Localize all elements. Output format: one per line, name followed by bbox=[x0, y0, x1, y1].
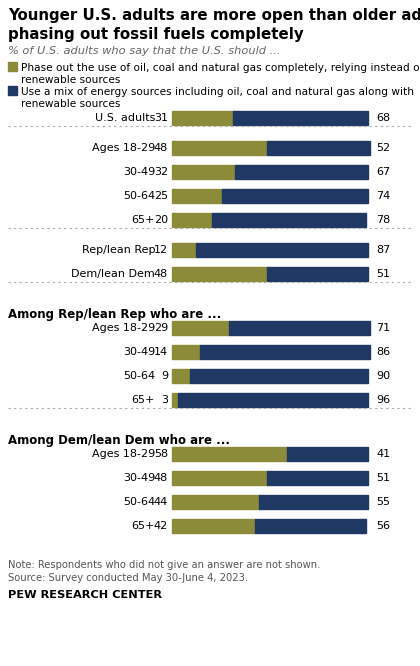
Bar bbox=[172, 189, 221, 203]
Text: Phase out the use of oil, coal and natural gas completely, relying instead on
re: Phase out the use of oil, coal and natur… bbox=[21, 63, 420, 85]
Text: 3: 3 bbox=[161, 395, 168, 405]
Text: 41: 41 bbox=[376, 449, 390, 459]
Text: 42: 42 bbox=[154, 521, 168, 531]
Text: 30-49: 30-49 bbox=[123, 347, 155, 357]
Text: 9: 9 bbox=[161, 371, 168, 381]
Bar bbox=[267, 141, 370, 155]
Text: 87: 87 bbox=[376, 245, 390, 255]
Text: 65+: 65+ bbox=[131, 215, 155, 225]
Bar bbox=[172, 447, 287, 461]
Bar bbox=[221, 189, 368, 203]
Text: Note: Respondents who did not give an answer are not shown.: Note: Respondents who did not give an an… bbox=[8, 560, 320, 570]
Bar bbox=[172, 393, 178, 407]
Text: 65+: 65+ bbox=[131, 521, 155, 531]
Text: 90: 90 bbox=[376, 371, 390, 381]
Text: 14: 14 bbox=[154, 347, 168, 357]
Bar bbox=[267, 471, 368, 485]
Bar bbox=[172, 111, 234, 125]
Text: 50-64: 50-64 bbox=[123, 497, 155, 507]
Bar bbox=[190, 369, 368, 383]
Bar bbox=[200, 345, 370, 359]
Text: 55: 55 bbox=[376, 497, 390, 507]
Text: 48: 48 bbox=[154, 143, 168, 153]
Bar bbox=[172, 321, 229, 335]
Text: 48: 48 bbox=[154, 473, 168, 483]
Text: Ages 18-29: Ages 18-29 bbox=[92, 143, 155, 153]
Text: 67: 67 bbox=[376, 167, 390, 177]
Text: Rep/lean Rep: Rep/lean Rep bbox=[81, 245, 155, 255]
Bar bbox=[172, 267, 267, 281]
Text: 78: 78 bbox=[376, 215, 390, 225]
Text: PEW RESEARCH CENTER: PEW RESEARCH CENTER bbox=[8, 590, 162, 600]
Text: 44: 44 bbox=[154, 497, 168, 507]
Text: 29: 29 bbox=[154, 323, 168, 333]
Bar bbox=[172, 213, 212, 227]
Text: 48: 48 bbox=[154, 269, 168, 279]
Text: Use a mix of energy sources including oil, coal and natural gas along with
renew: Use a mix of energy sources including oi… bbox=[21, 87, 414, 109]
Text: 68: 68 bbox=[376, 113, 390, 123]
Bar bbox=[212, 213, 366, 227]
Text: Source: Survey conducted May 30-June 4, 2023.: Source: Survey conducted May 30-June 4, … bbox=[8, 573, 248, 583]
Text: 71: 71 bbox=[376, 323, 390, 333]
Text: 52: 52 bbox=[376, 143, 390, 153]
Text: Ages 18-29: Ages 18-29 bbox=[92, 449, 155, 459]
Text: 51: 51 bbox=[376, 269, 390, 279]
Text: Younger U.S. adults are more open than older adults to
phasing out fossil fuels : Younger U.S. adults are more open than o… bbox=[8, 8, 420, 42]
Text: Among Rep/lean Rep who are ...: Among Rep/lean Rep who are ... bbox=[8, 308, 221, 321]
Text: 65+: 65+ bbox=[131, 395, 155, 405]
Bar bbox=[259, 495, 368, 509]
Bar bbox=[287, 447, 368, 461]
Bar bbox=[172, 165, 235, 179]
Text: Among Dem/lean Dem who are ...: Among Dem/lean Dem who are ... bbox=[8, 434, 230, 447]
Bar bbox=[8, 62, 17, 71]
Bar bbox=[8, 86, 17, 95]
Bar bbox=[235, 165, 368, 179]
Text: 96: 96 bbox=[376, 395, 390, 405]
Text: 50-64: 50-64 bbox=[123, 191, 155, 201]
Bar bbox=[255, 519, 366, 533]
Text: Dem/lean Dem: Dem/lean Dem bbox=[71, 269, 155, 279]
Bar bbox=[196, 243, 368, 257]
Text: 20: 20 bbox=[154, 215, 168, 225]
Text: U.S. adults: U.S. adults bbox=[94, 113, 155, 123]
Text: % of U.S. adults who say that the U.S. should ...: % of U.S. adults who say that the U.S. s… bbox=[8, 46, 281, 56]
Bar bbox=[172, 471, 267, 485]
Text: 25: 25 bbox=[154, 191, 168, 201]
Text: 51: 51 bbox=[376, 473, 390, 483]
Bar bbox=[267, 267, 368, 281]
Text: 86: 86 bbox=[376, 347, 390, 357]
Text: 74: 74 bbox=[376, 191, 390, 201]
Text: 50-64: 50-64 bbox=[123, 371, 155, 381]
Bar bbox=[172, 369, 190, 383]
Text: 58: 58 bbox=[154, 449, 168, 459]
Text: 12: 12 bbox=[154, 245, 168, 255]
Bar bbox=[172, 141, 267, 155]
Bar bbox=[172, 243, 196, 257]
Bar bbox=[172, 345, 200, 359]
Bar bbox=[229, 321, 370, 335]
Bar bbox=[234, 111, 368, 125]
Text: Ages 18-29: Ages 18-29 bbox=[92, 323, 155, 333]
Text: 32: 32 bbox=[154, 167, 168, 177]
Text: 31: 31 bbox=[154, 113, 168, 123]
Text: 30-49: 30-49 bbox=[123, 473, 155, 483]
Text: 56: 56 bbox=[376, 521, 390, 531]
Text: 30-49: 30-49 bbox=[123, 167, 155, 177]
Bar bbox=[172, 519, 255, 533]
Bar bbox=[172, 495, 259, 509]
Bar bbox=[178, 393, 368, 407]
